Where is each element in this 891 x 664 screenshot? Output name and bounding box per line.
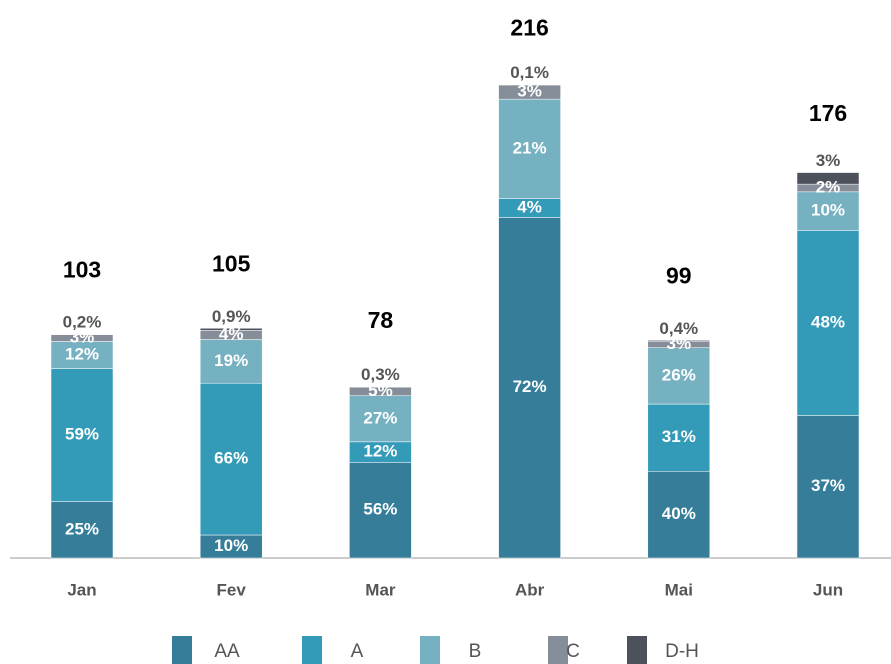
bar-segment xyxy=(50,501,114,559)
segment-label: 12% xyxy=(65,344,99,363)
segment-label: 5% xyxy=(368,381,393,400)
x-tick-label: Abr xyxy=(515,580,545,599)
segment-label: 10% xyxy=(214,536,248,555)
bar-segment xyxy=(796,191,860,231)
x-tick-label: Mar xyxy=(365,580,396,599)
segment-label: 26% xyxy=(662,365,696,384)
bar-segment xyxy=(349,386,412,388)
segment-label: 37% xyxy=(811,476,845,495)
x-tick-label: Mai xyxy=(665,580,693,599)
legend-label: D-H xyxy=(665,641,699,662)
legend-label: A xyxy=(351,641,364,662)
bar-segment xyxy=(647,347,711,405)
segment-label: 31% xyxy=(662,427,696,446)
bar-segment xyxy=(199,382,263,536)
segment-label: 3% xyxy=(517,82,542,101)
segment-label: 0,9% xyxy=(212,307,251,326)
legend-swatch xyxy=(627,636,647,664)
legend-label: AA xyxy=(214,641,240,662)
segment-label: 0,2% xyxy=(63,313,102,332)
bar-segment xyxy=(199,328,263,331)
legend-swatch xyxy=(420,636,440,664)
legend-swatch xyxy=(548,636,568,664)
bar-segment xyxy=(349,395,412,443)
bar-segment xyxy=(796,172,860,185)
segment-label: 48% xyxy=(811,312,845,331)
bar-segment xyxy=(498,217,561,559)
bar-segment xyxy=(796,415,860,559)
legend-label: B xyxy=(469,641,482,662)
legend-swatch xyxy=(302,636,322,664)
segment-label: 25% xyxy=(65,519,99,538)
legend-swatch xyxy=(172,636,192,664)
bar-segment xyxy=(498,98,561,199)
segment-label: 21% xyxy=(513,138,547,157)
segment-label: 3% xyxy=(816,151,841,170)
x-tick-label: Jan xyxy=(67,580,96,599)
segment-label: 27% xyxy=(363,408,397,427)
segment-label: 0,1% xyxy=(510,63,549,82)
segment-label: 72% xyxy=(513,377,547,396)
x-tick-label: Fev xyxy=(217,580,247,599)
legend-label: C xyxy=(566,641,580,662)
bar-segment xyxy=(796,230,860,416)
segment-label: 0,3% xyxy=(361,365,400,384)
total-label: 176 xyxy=(809,100,847,126)
total-label: 99 xyxy=(666,262,692,288)
bar-segment xyxy=(50,368,114,502)
total-label: 78 xyxy=(368,307,394,333)
bar-segment xyxy=(647,340,711,342)
total-label: 103 xyxy=(63,256,101,282)
segment-label: 0,4% xyxy=(659,319,698,338)
segment-label: 56% xyxy=(363,500,397,519)
total-label: 105 xyxy=(212,251,251,277)
segment-label: 10% xyxy=(811,201,845,220)
segment-label: 66% xyxy=(214,449,248,468)
x-tick-label: Jun xyxy=(813,580,843,599)
bar-segment xyxy=(647,403,711,472)
bar-segment xyxy=(647,471,711,559)
segment-label: 59% xyxy=(65,425,99,444)
bar-segment xyxy=(199,339,263,384)
segment-label: 40% xyxy=(662,504,696,523)
segment-label: 2% xyxy=(816,177,841,196)
total-label: 216 xyxy=(510,15,548,41)
segment-label: 19% xyxy=(214,351,248,370)
segment-label: 4% xyxy=(517,197,542,216)
segment-label: 12% xyxy=(363,442,397,461)
segment-label: 3% xyxy=(667,334,692,353)
segment-label: 4% xyxy=(219,324,244,343)
segment-label: 3% xyxy=(70,328,95,347)
